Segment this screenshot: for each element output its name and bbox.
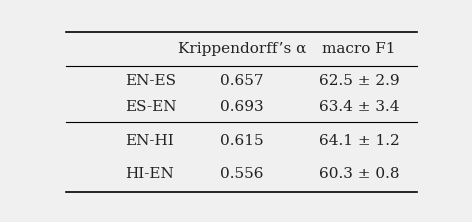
Text: Krippendorff’s α: Krippendorff’s α: [178, 42, 306, 56]
Text: EN-ES: EN-ES: [125, 74, 176, 88]
Text: 64.1 ± 1.2: 64.1 ± 1.2: [319, 134, 399, 148]
Text: 0.615: 0.615: [220, 134, 264, 148]
Text: EN-HI: EN-HI: [125, 134, 174, 148]
Text: ES-EN: ES-EN: [125, 100, 177, 114]
Text: 63.4 ± 3.4: 63.4 ± 3.4: [319, 100, 399, 114]
Text: 0.657: 0.657: [220, 74, 264, 88]
Text: macro F1: macro F1: [322, 42, 396, 56]
Text: 0.556: 0.556: [220, 166, 264, 180]
Text: HI-EN: HI-EN: [125, 166, 174, 180]
Text: 0.693: 0.693: [220, 100, 264, 114]
Text: 60.3 ± 0.8: 60.3 ± 0.8: [319, 166, 399, 180]
Text: 62.5 ± 2.9: 62.5 ± 2.9: [319, 74, 399, 88]
